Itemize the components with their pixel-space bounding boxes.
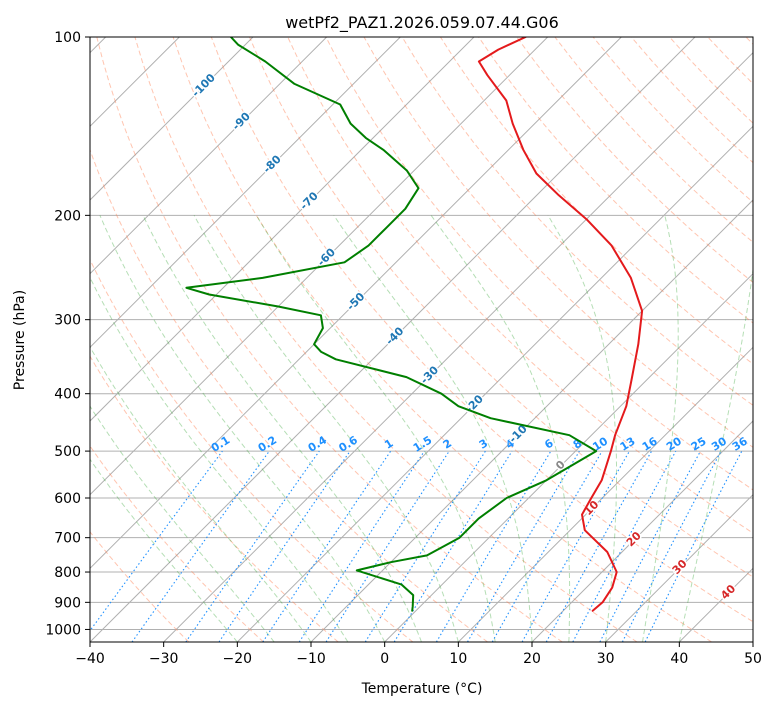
x-tick-label: 30	[597, 651, 615, 667]
y-tick-label: 700	[54, 531, 81, 547]
y-tick-label: 400	[54, 387, 81, 403]
x-tick-label: −10	[296, 651, 326, 667]
y-axis-label: Pressure (hPa)	[12, 290, 28, 390]
y-tick-label: 800	[54, 565, 81, 581]
y-tick-label: 1000	[45, 622, 81, 638]
x-tick-label: 10	[449, 651, 467, 667]
x-tick-label: −30	[149, 651, 179, 667]
y-tick-label: 900	[54, 595, 81, 611]
chart-title: wetPf2_PAZ1.2026.059.07.44.G06	[285, 13, 559, 33]
x-tick-label: −20	[223, 651, 253, 667]
x-tick-label: 50	[744, 651, 762, 667]
x-tick-label: 40	[670, 651, 688, 667]
x-tick-label: 20	[523, 651, 541, 667]
x-tick-label: 0	[380, 651, 389, 667]
y-tick-label: 100	[54, 30, 81, 46]
y-tick-label: 300	[54, 313, 81, 329]
x-tick-label: −40	[75, 651, 105, 667]
x-axis-label: Temperature (°C)	[361, 681, 483, 697]
y-tick-label: 600	[54, 491, 81, 507]
y-tick-label: 500	[54, 444, 81, 460]
y-tick-label: 200	[54, 208, 81, 224]
